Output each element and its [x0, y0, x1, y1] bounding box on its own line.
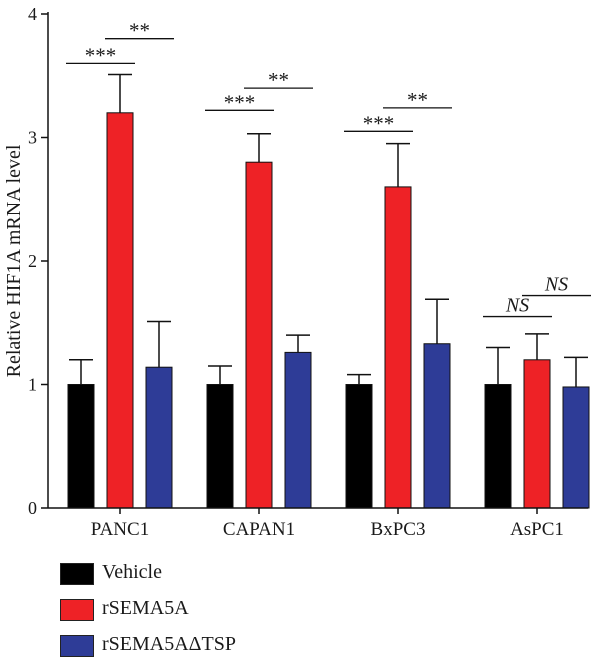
bar-bxpc3-series-0: [345, 384, 373, 509]
legend-label-rsema5a-dtsp: rSEMA5AΔTSP: [102, 633, 236, 655]
x-tick-label-panc1: PANC1: [91, 519, 149, 540]
legend: Vehicle rSEMA5A rSEMA5AΔTSP: [60, 560, 460, 668]
legend-swatch-rsema5a-dtsp: [60, 635, 94, 657]
bars-layer: [67, 112, 590, 509]
significance-label-7: NS: [544, 274, 568, 296]
bar-panc1-series-0: [67, 384, 95, 509]
axes-layer: 0 1 2 3 4 PANC1 CAPAN1 BxPC3 AsPC1: [28, 4, 588, 540]
y-tick-label-0: 0: [28, 498, 37, 518]
y-axis-label: Relative HIF1A mRNA level: [3, 144, 25, 377]
significance-label-6: NS: [505, 295, 529, 317]
y-tick-label-4: 4: [28, 4, 37, 24]
bar-bxpc3-series-1: [384, 186, 412, 509]
bar-capan1-series-1: [245, 161, 273, 509]
error-bars-layer: [69, 73, 588, 387]
x-tick-label-aspc1: AsPC1: [510, 519, 564, 540]
y-tick-label-1: 1: [28, 375, 37, 395]
y-tick-label-2: 2: [28, 251, 37, 271]
legend-label-vehicle: Vehicle: [102, 561, 162, 583]
legend-swatch-vehicle: [60, 563, 94, 585]
bar-panc1-series-2: [145, 366, 173, 509]
significance-label-4: ***: [363, 111, 395, 135]
bar-bxpc3-series-2: [423, 343, 451, 509]
significance-label-3: **: [268, 68, 289, 92]
x-tick-label-capan1: CAPAN1: [223, 519, 295, 540]
bar-aspc1-series-1: [523, 359, 551, 509]
legend-item-rsema5a: rSEMA5A: [60, 596, 460, 632]
bar-aspc1-series-0: [484, 384, 512, 509]
significance-label-5: **: [407, 88, 428, 112]
x-tick-label-bxpc3: BxPC3: [371, 519, 426, 540]
legend-swatch-rsema5a: [60, 599, 94, 621]
legend-item-rsema5a-dtsp: rSEMA5AΔTSP: [60, 632, 460, 668]
legend-item-vehicle: Vehicle: [60, 560, 460, 596]
legend-label-rsema5a: rSEMA5A: [102, 597, 189, 619]
bar-aspc1-series-2: [562, 386, 590, 509]
y-tick-label-3: 3: [28, 128, 37, 148]
bar-panc1-series-1: [106, 112, 134, 509]
significance-label-1: **: [129, 19, 150, 43]
significance-label-0: ***: [85, 43, 117, 67]
significance-label-2: ***: [224, 90, 256, 114]
bar-capan1-series-0: [206, 384, 234, 509]
bar-capan1-series-2: [284, 351, 312, 509]
